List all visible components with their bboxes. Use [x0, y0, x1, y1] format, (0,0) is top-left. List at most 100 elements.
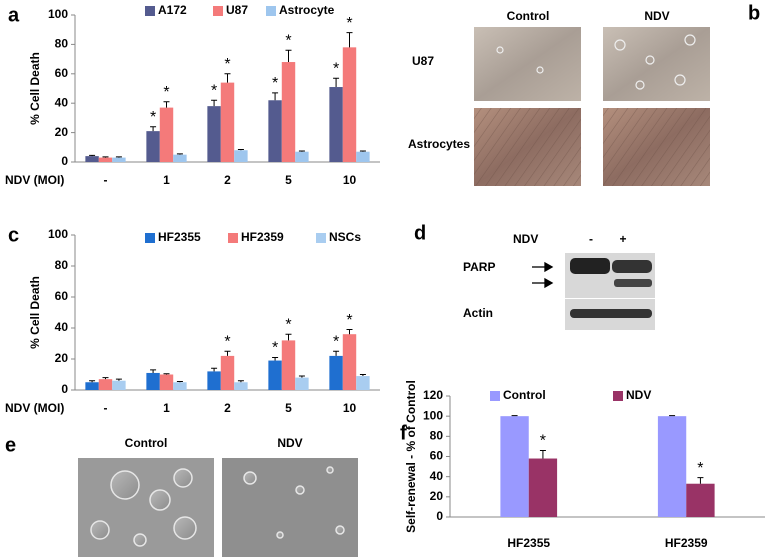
legend-label: HF2355	[158, 230, 201, 244]
error-bar	[697, 477, 704, 484]
lane-label: -	[589, 232, 593, 246]
significance-mark: *	[346, 312, 352, 329]
lane-label: +	[619, 232, 626, 246]
error-bar	[224, 350, 231, 356]
band	[614, 279, 652, 287]
y-tick-label: 60	[55, 289, 69, 303]
y-tick-label: 100	[48, 7, 68, 21]
error-bar	[163, 101, 170, 108]
legend-swatch	[145, 6, 155, 16]
panel-letter: f	[400, 422, 407, 444]
bar	[98, 379, 113, 390]
error-bar	[285, 333, 292, 341]
error-bar	[511, 415, 518, 417]
error-bar	[346, 32, 353, 48]
error-bar	[115, 378, 122, 381]
y-tick-label: 20	[55, 351, 69, 365]
bar	[356, 151, 370, 162]
bar	[207, 106, 221, 162]
error-bar	[211, 99, 218, 107]
band	[570, 309, 652, 318]
error-bar	[89, 154, 96, 157]
significance-mark: *	[163, 84, 169, 101]
legend-label: NSCs	[329, 230, 361, 244]
error-bar	[150, 369, 157, 373]
error-bar	[333, 77, 340, 88]
y-tick-label: 80	[55, 258, 69, 272]
error-bar	[150, 126, 157, 132]
bar	[342, 334, 357, 390]
significance-mark: *	[333, 60, 339, 77]
bar	[207, 371, 221, 390]
bar	[342, 47, 357, 163]
x-axis-label: NDV (MOI)	[5, 173, 64, 187]
significance-mark: *	[150, 109, 156, 126]
error-bar	[346, 329, 353, 335]
error-bar	[298, 375, 305, 378]
x-tick-label: 10	[343, 173, 357, 187]
x-tick-label: 2	[224, 173, 231, 187]
y-tick-label: 100	[48, 227, 68, 241]
bar	[295, 377, 309, 390]
significance-mark: *	[697, 460, 703, 477]
band	[612, 260, 652, 273]
y-tick-label: 20	[55, 125, 69, 139]
bar	[281, 62, 296, 162]
bar	[159, 107, 174, 162]
error-bar	[333, 350, 340, 356]
y-tick-label: 100	[423, 408, 443, 422]
legend-swatch	[213, 6, 223, 16]
error-bar	[211, 367, 218, 372]
y-tick-label: 80	[430, 429, 444, 443]
x-axis-label: NDV (MOI)	[5, 401, 64, 415]
error-bar	[285, 49, 292, 63]
x-tick-label: 1	[163, 173, 170, 187]
row-label: U87	[412, 54, 434, 68]
micrograph	[222, 458, 358, 557]
panel-letter: c	[8, 224, 19, 246]
cells	[496, 34, 696, 90]
error-bar	[237, 380, 244, 383]
bar	[295, 151, 309, 162]
x-tick-label: 2	[224, 401, 231, 415]
significance-mark: *	[272, 340, 278, 357]
y-tick-label: 80	[55, 37, 69, 51]
error-bar	[102, 377, 109, 380]
y-axis-label: Self-renewal - % of Control	[404, 380, 418, 533]
legend-swatch	[613, 391, 623, 401]
legend-swatch	[490, 391, 500, 401]
micrograph	[603, 27, 710, 101]
error-bar	[359, 150, 366, 152]
error-bar	[272, 92, 279, 101]
arrows	[532, 261, 554, 289]
y-tick-label: 40	[430, 469, 444, 483]
column-label: Control	[125, 436, 168, 450]
band	[570, 258, 610, 274]
legend-label: Control	[503, 388, 546, 402]
x-tick-label: -	[104, 401, 108, 415]
y-tick-label: 0	[61, 154, 68, 168]
x-tick-label: 1	[163, 401, 170, 415]
bar	[528, 458, 558, 517]
bar	[173, 154, 187, 162]
y-tick-label: 0	[436, 509, 443, 523]
y-tick-label: 60	[430, 449, 444, 463]
bar	[146, 131, 160, 162]
bar	[220, 82, 235, 162]
micrograph	[474, 27, 581, 101]
legend-label: U87	[226, 3, 248, 17]
y-axis-label: % Cell Death	[28, 52, 42, 125]
bar	[146, 372, 160, 390]
error-bar	[272, 356, 279, 361]
error-bar	[163, 373, 170, 375]
column-label: Control	[507, 9, 550, 23]
bar	[268, 360, 282, 390]
legend-label: A172	[158, 3, 187, 17]
y-tick-label: 20	[430, 489, 444, 503]
bar	[220, 355, 235, 390]
x-tick-label: HF2359	[665, 536, 708, 550]
significance-mark: *	[285, 32, 291, 49]
bar	[329, 355, 343, 390]
bar	[281, 340, 296, 390]
bar	[268, 100, 282, 162]
